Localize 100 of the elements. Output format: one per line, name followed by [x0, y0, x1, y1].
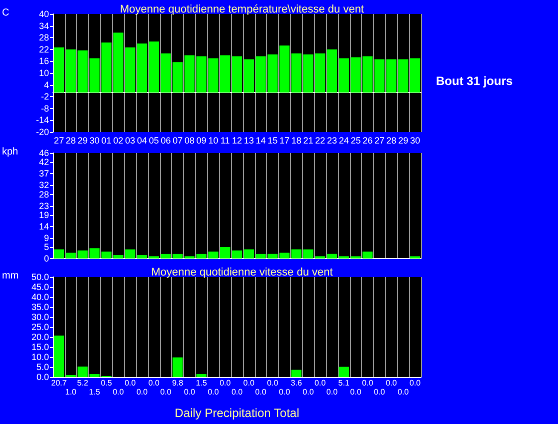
y-tick-label: 14: [38, 221, 49, 232]
y-tick-label: 0: [44, 254, 49, 264]
x-tick-label: 09: [196, 136, 206, 146]
data-label: 0.0: [255, 388, 267, 396]
bar: [232, 250, 242, 258]
y-tick-label: -20: [36, 127, 49, 137]
bar: [232, 56, 242, 93]
data-label: 0.0: [374, 388, 386, 396]
x-tick-label: 18: [291, 136, 302, 146]
y-tick-label: 40.0: [31, 292, 49, 302]
x-tick-label: 27: [54, 136, 64, 146]
data-label: 0.0: [410, 378, 422, 388]
data-label: 0.0: [231, 388, 244, 396]
x-tick-label: 06: [160, 136, 171, 146]
y-tick-label: 10: [38, 68, 49, 78]
bar: [196, 374, 206, 377]
bar: [184, 55, 195, 93]
x-tick-label: 28: [386, 136, 396, 146]
data-label: 0.0: [398, 388, 410, 396]
data-label: 0.0: [184, 388, 196, 396]
data-label: 0.0: [314, 378, 326, 388]
data-label: 0.0: [350, 388, 362, 396]
y-tick-label: 16: [38, 56, 49, 66]
y-tick-label: 28: [38, 189, 49, 200]
x-tick-label: 25: [350, 136, 361, 146]
y-tick-label: -2: [40, 92, 49, 102]
x-tick-label: 07: [172, 136, 183, 146]
data-label: 0.0: [278, 388, 291, 396]
x-tick-label: 29: [398, 136, 408, 146]
data-label: 0.0: [220, 378, 232, 388]
bar: [291, 370, 302, 377]
bar: [172, 357, 183, 377]
chart-title: Moyenne quotidienne vitesse du vent: [151, 266, 333, 278]
data-label: 0.0: [362, 378, 374, 388]
x-tick-label: 03: [125, 136, 136, 146]
bar: [338, 366, 349, 377]
data-label: 0.0: [136, 388, 148, 396]
y-axis-title: mm: [2, 270, 19, 282]
y-axis-title: kph: [2, 146, 18, 158]
x-tick-label: 02: [113, 136, 124, 146]
y-tick-label: 19: [38, 210, 49, 220]
x-tick-label: 15: [268, 136, 278, 146]
text: Bout 31 jours: [436, 74, 513, 88]
data-label: 5.1: [338, 378, 350, 388]
x-tick-label: 28: [66, 136, 76, 146]
y-tick-label: 37: [38, 168, 49, 179]
y-tick-label: 5: [44, 242, 49, 252]
y-tick-label: 22: [38, 44, 49, 54]
y-tick-label: 30.0: [31, 312, 49, 322]
x-tick-label: 12: [232, 136, 242, 146]
y-tick-label: 32: [38, 180, 49, 190]
x-tick-label: 05: [148, 136, 159, 146]
x-tick-label: 23: [326, 136, 337, 146]
data-label: 0.0: [386, 378, 398, 388]
x-tick-label: 30: [90, 136, 100, 146]
y-tick-label: 34: [38, 20, 49, 31]
x-tick-label: 22: [315, 136, 326, 146]
data-label: 0.5: [100, 378, 113, 388]
y-tick-label: 45.0: [31, 282, 49, 292]
y-tick-label: 40: [38, 9, 49, 19]
x-tick-label: 10: [208, 136, 218, 146]
x-tick-label: 14: [256, 136, 266, 146]
data-label: 0.0: [112, 388, 124, 396]
y-tick-label: 42: [38, 157, 49, 168]
data-label: 1.5: [196, 378, 208, 388]
x-tick-label: 04: [137, 136, 148, 146]
y-tick-label: 28: [38, 32, 49, 43]
y-tick-label: 25.0: [31, 322, 49, 332]
data-label: 0.0: [243, 378, 255, 388]
x-tick-label: 21: [303, 136, 314, 146]
data-label: 0.0: [267, 378, 279, 388]
y-tick-label: 20.0: [31, 332, 49, 342]
data-label: 9.8: [172, 378, 184, 388]
x-tick-label: 24: [338, 136, 349, 146]
x-tick-label: 29: [78, 136, 88, 146]
x-tick-label: 11: [220, 136, 230, 146]
x-tick-label: 26: [362, 136, 373, 146]
data-label: 0.0: [124, 378, 136, 388]
x-tick-label: 08: [184, 136, 195, 146]
y-tick-label: 0.0: [36, 372, 49, 382]
data-label: 0.0: [208, 388, 220, 396]
x-tick-label: 17: [279, 136, 290, 146]
data-label: 1.0: [65, 388, 77, 396]
y-tick-label: 23: [38, 200, 49, 211]
data-label: 0.0: [160, 388, 172, 396]
data-label: 0.0: [302, 388, 314, 396]
y-tick-label: 50.0: [31, 272, 49, 282]
x-tick-label: 27: [374, 136, 384, 146]
x-axis-title: Daily Precipitation Total: [174, 406, 300, 420]
y-tick-label: 9: [44, 232, 49, 243]
data-label: 1.5: [88, 388, 101, 396]
data-label: 5.2: [77, 378, 89, 388]
data-label: 3.6: [290, 378, 302, 388]
bar: [279, 252, 290, 258]
y-tick-label: -8: [40, 103, 49, 114]
y-tick-label: 4: [44, 80, 49, 90]
y-axis-title: C: [2, 8, 10, 18]
y-tick-label: 46: [38, 148, 49, 158]
chart-title: Moyenne quotidienne température\vitesse du vent: [120, 4, 364, 16]
x-tick-label: 13: [244, 136, 254, 146]
